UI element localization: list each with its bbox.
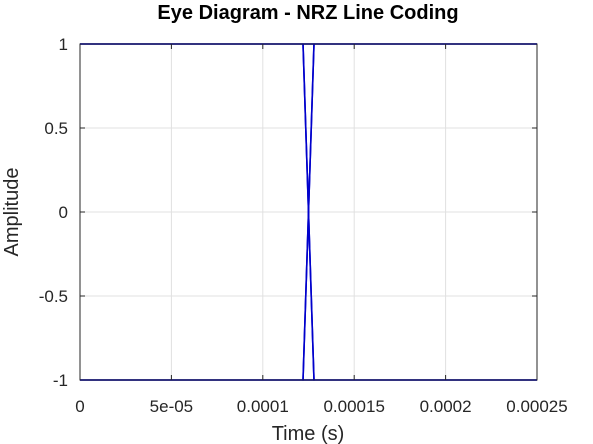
y-axis-label: Amplitude bbox=[1, 168, 23, 257]
y-tick-label: 0 bbox=[59, 203, 68, 222]
y-tick-label: 1 bbox=[59, 35, 68, 54]
x-tick-label: 0.00015 bbox=[323, 397, 384, 416]
x-axis-label: Time (s) bbox=[272, 423, 345, 444]
y-tick-label: -0.5 bbox=[39, 287, 68, 306]
y-tick-label: -1 bbox=[53, 371, 68, 390]
x-tick-label: 5e-05 bbox=[150, 397, 193, 416]
y-tick-label: 0.5 bbox=[44, 119, 68, 138]
chart-title: Eye Diagram - NRZ Line Coding bbox=[157, 2, 458, 24]
x-tick-label: 0 bbox=[75, 397, 84, 416]
x-tick-label: 0.0001 bbox=[237, 397, 289, 416]
ticks: 0 5e-05 0.0001 0.00015 0.0002 0.00025 -1 -0.5 0 0… bbox=[39, 35, 568, 416]
x-tick-label: 0.0002 bbox=[420, 397, 472, 416]
x-tick-label: 0.00025 bbox=[506, 397, 567, 416]
